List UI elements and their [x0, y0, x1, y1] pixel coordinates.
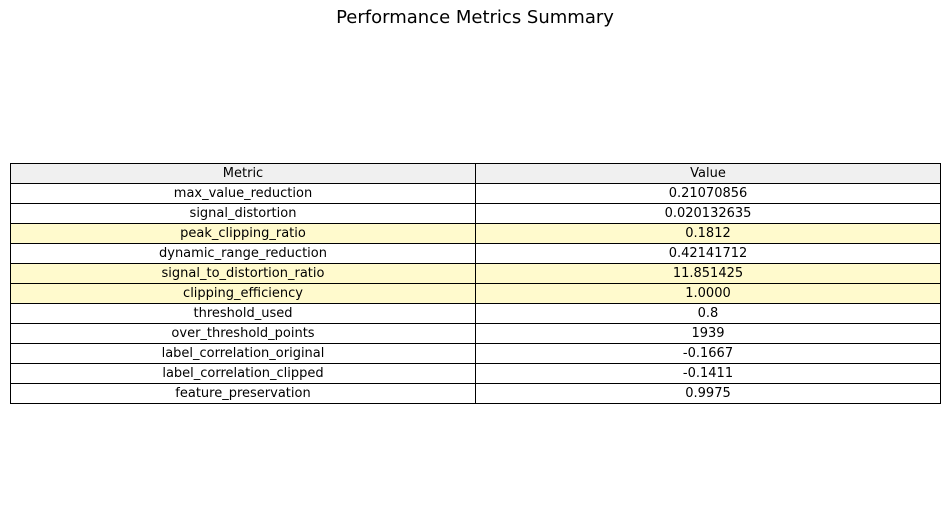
table-body: max_value_reduction 0.21070856 signal_dist… [10, 183, 941, 404]
metric-value-cell: 0.21070856 [475, 183, 941, 204]
table-row: dynamic_range_reduction 0.42141712 [10, 243, 941, 264]
metric-name-cell: clipping_efficiency [10, 283, 476, 304]
metric-value-cell: 0.9975 [475, 383, 941, 404]
metric-value-cell: 0.020132635 [475, 203, 941, 224]
metric-name-cell: signal_to_distortion_ratio [10, 263, 476, 284]
metric-name-cell: peak_clipping_ratio [10, 223, 476, 244]
table-row: clipping_efficiency 1.0000 [10, 283, 941, 304]
metric-value-cell: -0.1411 [475, 363, 941, 384]
table-row: signal_distortion 0.020132635 [10, 203, 941, 224]
table-row: label_correlation_original -0.1667 [10, 343, 941, 364]
metric-name-cell: dynamic_range_reduction [10, 243, 476, 264]
table-row: feature_preservation 0.9975 [10, 383, 941, 404]
table-row: over_threshold_points 1939 [10, 323, 941, 344]
metrics-table: Metric Value max_value_reduction 0.210708… [10, 163, 941, 404]
metric-value-cell: 1939 [475, 323, 941, 344]
table-row: label_correlation_clipped -0.1411 [10, 363, 941, 384]
metric-name-cell: feature_preservation [10, 383, 476, 404]
metric-value-cell: 0.8 [475, 303, 941, 324]
table-row: signal_to_distortion_ratio 11.851425 [10, 263, 941, 284]
table-header-row: Metric Value [10, 163, 941, 184]
column-header-value: Value [475, 163, 941, 184]
metric-value-cell: 11.851425 [475, 263, 941, 284]
metric-name-cell: signal_distortion [10, 203, 476, 224]
metric-value-cell: 0.42141712 [475, 243, 941, 264]
table-row: peak_clipping_ratio 0.1812 [10, 223, 941, 244]
metric-name-cell: over_threshold_points [10, 323, 476, 344]
metric-name-cell: label_correlation_original [10, 343, 476, 364]
metric-name-cell: label_correlation_clipped [10, 363, 476, 384]
chart-title: Performance Metrics Summary [336, 7, 614, 28]
metric-name-cell: threshold_used [10, 303, 476, 324]
metric-value-cell: 1.0000 [475, 283, 941, 304]
metric-value-cell: -0.1667 [475, 343, 941, 364]
metric-name-cell: max_value_reduction [10, 183, 476, 204]
table-row: max_value_reduction 0.21070856 [10, 183, 941, 204]
column-header-metric: Metric [10, 163, 476, 184]
metric-value-cell: 0.1812 [475, 223, 941, 244]
table-row: threshold_used 0.8 [10, 303, 941, 324]
